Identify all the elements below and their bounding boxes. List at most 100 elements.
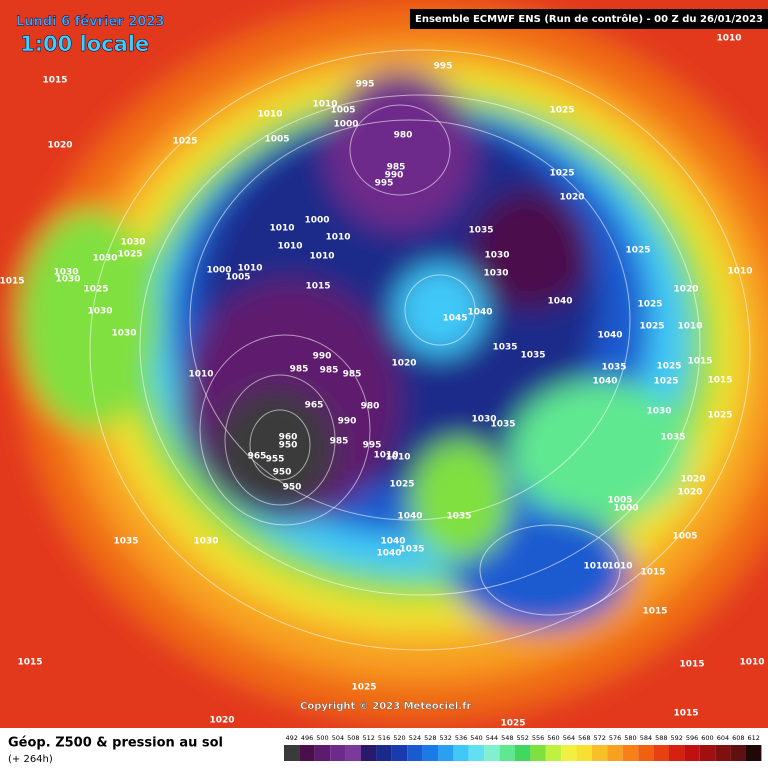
colorbar-label: 572 [593,734,605,742]
colorbar-label: 548 [501,734,513,742]
colorbar-label: 516 [378,734,390,742]
colorbar-swatch [438,745,454,761]
footer-title: Géop. Z500 & pression au sol [8,736,223,751]
colorbar-label: 552 [516,734,528,742]
isobar-label: 1030 [646,407,671,417]
run-info: Ensemble ECMWF ENS (Run de contrôle) - 0… [415,13,763,25]
isobar-label: 1010 [583,562,608,572]
colorbar-label: 536 [455,734,467,742]
isobar-label: 1000 [206,266,231,276]
isobar-label: 1015 [17,658,42,668]
isobar-label: 1020 [677,488,702,498]
colorbar-swatch [391,745,408,761]
colorbar-swatch [468,745,485,761]
copyright: Copyright © 2023 Meteociel.fr [300,701,471,712]
local-time: 1:00 locale [20,32,149,56]
colorbar-swatch [715,745,731,761]
isobar-label: 1010 [309,252,334,262]
colorbar-swatch [622,745,639,761]
isobar-label: 1025 [707,411,732,421]
isobar-label: 1030 [55,275,80,285]
isobar-label: 1000 [333,120,358,130]
isobar-label: 1010 [739,658,764,668]
isobar-label: 985 [290,365,309,375]
colorbar-label: 524 [409,734,421,742]
isobar-label: 1010 [607,562,632,572]
isobar-label: 1030 [111,329,136,339]
colorbar-swatch [330,745,346,761]
isobar-label: 985 [330,437,349,447]
isobar-label: 1030 [53,268,78,278]
colorbar-label: 564 [563,734,575,742]
colorbar-swatch [638,745,654,761]
colorbar-swatch [299,745,315,761]
isobar-label: 1025 [653,377,678,387]
colorbar-label: 568 [578,734,590,742]
colorbar-label: 560 [547,734,559,742]
isobar-label: 1035 [520,351,545,361]
isobar-label: 1020 [391,359,416,369]
isobar-label: 1010 [677,322,702,332]
colorbar-label: 496 [301,734,313,742]
isobar-label: 1025 [83,285,108,295]
isobar-label: 980 [394,131,413,141]
isobar-label: 985 [320,366,339,376]
run-info-box [410,9,768,29]
isobar-label: 1015 [305,282,330,292]
colorbar-swatch [284,745,300,761]
isobar-label: 1010 [727,267,752,277]
isobar-label: 1020 [559,193,584,203]
isobar-label: 995 [434,62,453,72]
isobar-label: 1010 [188,370,213,380]
isobar-label: 1025 [549,169,574,179]
colorbar-swatch [453,745,469,761]
colorbar-label: 520 [393,734,405,742]
isobar-label: 1030 [484,251,509,261]
isobar-label: 1005 [225,273,250,283]
isobar-label: 1010 [373,451,398,461]
colorbar-label: 604 [717,734,729,742]
isobar-label: 1010 [312,100,337,110]
colorbar-swatch [684,745,700,761]
isobar-label: 1025 [117,250,142,260]
colorbar-label: 504 [332,734,344,742]
colorbar-swatch [699,745,716,761]
isobar-label: 1040 [376,549,401,559]
isobars [89,49,751,651]
isobar-label: 1010 [385,453,410,463]
isobar-label: 1035 [601,363,626,373]
isobar-label: 965 [305,401,324,411]
isobar-label: 980 [361,402,380,412]
isobar-label: 1035 [660,433,685,443]
isobar-label: 1030 [193,537,218,547]
isobar-label: 1010 [716,34,741,44]
colorbar-label: 576 [609,734,621,742]
colorbar-label: 588 [655,734,667,742]
isobar-label: 1025 [639,322,664,332]
colorbar-swatch [592,745,608,761]
colorbar-label: 596 [686,734,698,742]
isobar-label: 1015 [707,376,732,386]
isobar-label: 1015 [0,277,25,287]
isobar-label: 1035 [490,420,515,430]
isobar-label: 1035 [492,343,517,353]
isobar-label: 1010 [257,110,282,120]
isobar-label: 1025 [549,106,574,116]
isobar-label: 965 [248,452,267,462]
isobar-label: 1025 [656,362,681,372]
colorbar-label: 580 [624,734,636,742]
isobar-label: 1010 [269,224,294,234]
colorbar-label: 600 [701,734,713,742]
isobar-label: 1035 [468,226,493,236]
isobar-label: 990 [338,417,357,427]
colorbar-swatch [669,745,685,761]
isobar-label: 1035 [399,545,424,555]
colorbar-label: 540 [470,734,482,742]
colorbar-swatch [314,745,331,761]
colorbar-label: 608 [732,734,744,742]
colorbar-swatch [376,745,392,761]
colorbar-label: 528 [424,734,436,742]
isobar-label: 1025 [172,137,197,147]
isobar-label: 1015 [642,607,667,617]
